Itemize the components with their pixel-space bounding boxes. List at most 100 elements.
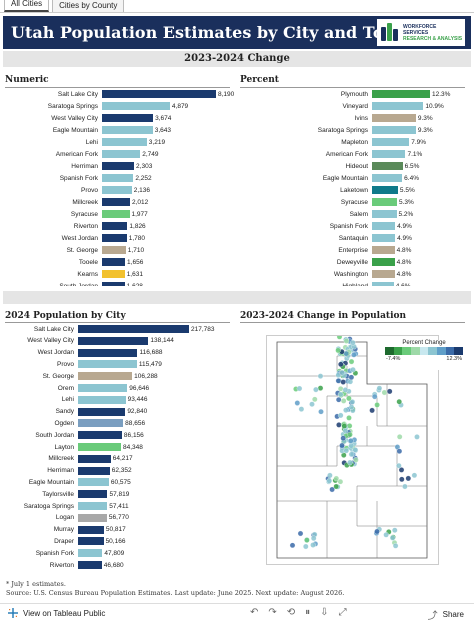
numeric-row[interactable]: Kearns 1,631 (0, 269, 143, 279)
percent-bar[interactable] (372, 102, 424, 110)
numeric-bar[interactable] (102, 258, 126, 266)
city-dot[interactable] (371, 393, 378, 400)
population-bar[interactable] (78, 372, 133, 381)
population-row[interactable]: Logan 56,770 (0, 513, 129, 523)
city-dot[interactable] (383, 532, 389, 538)
numeric-row[interactable]: Riverton 1,826 (0, 221, 146, 231)
population-row[interactable]: West Jordan 116,688 (0, 348, 162, 358)
percent-bar[interactable] (372, 162, 403, 170)
city-dot[interactable] (310, 542, 316, 548)
city-dot[interactable] (392, 543, 399, 549)
population-row[interactable]: Taylorsville 57,819 (0, 489, 129, 499)
numeric-row[interactable]: St. George 1,710 (0, 245, 144, 255)
revert-icon[interactable]: ⟲ (286, 607, 296, 618)
percent-row[interactable]: American Fork 7.1% (236, 149, 422, 159)
percent-row[interactable]: Highland 4.6% (236, 281, 411, 286)
population-bar[interactable] (78, 525, 104, 534)
city-dot[interactable] (374, 402, 380, 408)
percent-row[interactable]: Salem 5.2% (236, 209, 413, 219)
numeric-bar[interactable] (102, 174, 134, 182)
population-bar[interactable] (78, 407, 126, 416)
percent-bar[interactable] (372, 126, 416, 134)
percent-bar[interactable] (372, 222, 396, 230)
pause-icon[interactable]: ⏸ (305, 607, 311, 618)
population-row[interactable]: South Jordan 86,156 (0, 430, 144, 440)
population-row[interactable]: St. George 106,288 (0, 371, 158, 381)
population-bar[interactable] (78, 549, 103, 558)
city-dot[interactable] (411, 472, 418, 479)
city-dot[interactable] (396, 434, 403, 440)
city-dot[interactable] (313, 386, 319, 393)
population-bar[interactable] (78, 325, 189, 333)
city-dot[interactable] (376, 385, 383, 391)
city-dot[interactable] (343, 338, 350, 344)
percent-bar[interactable] (372, 174, 403, 182)
percent-row[interactable]: Enterprise 4.8% (236, 245, 411, 255)
city-dot[interactable] (352, 447, 359, 453)
population-row[interactable]: Murray 50,817 (0, 525, 126, 535)
city-dot[interactable] (318, 408, 324, 415)
city-dot[interactable] (335, 396, 342, 403)
city-dot[interactable] (396, 448, 403, 454)
numeric-row[interactable]: West Valley City 3,674 (0, 113, 171, 123)
percent-row[interactable]: Laketown 5.5% (236, 185, 415, 195)
population-row[interactable]: West Valley City 138,144 (0, 336, 174, 346)
percent-row[interactable]: Spanish Fork 4.9% (236, 221, 412, 231)
percent-row[interactable]: Deweyville 4.8% (236, 257, 411, 267)
city-dot[interactable] (342, 387, 349, 393)
population-bar[interactable] (78, 348, 138, 357)
numeric-bar[interactable] (102, 138, 147, 146)
numeric-row[interactable]: Tooele 1,656 (0, 257, 143, 267)
city-dot[interactable] (396, 398, 402, 405)
numeric-bar[interactable] (102, 234, 127, 242)
percent-row[interactable]: Washington 4.8% (236, 269, 411, 279)
city-dot[interactable] (304, 537, 310, 543)
population-bar[interactable] (78, 395, 126, 404)
percent-bar[interactable] (372, 234, 396, 242)
population-row[interactable]: Lehi 93,446 (0, 395, 148, 405)
numeric-bar[interactable] (102, 222, 128, 230)
city-dot[interactable] (369, 407, 375, 414)
numeric-row[interactable]: West Jordan 1,780 (0, 233, 145, 243)
city-dot[interactable] (398, 467, 405, 473)
population-row[interactable]: Eagle Mountain 60,575 (0, 477, 131, 487)
numeric-bar[interactable] (102, 162, 135, 170)
city-dot[interactable] (347, 431, 353, 438)
numeric-row[interactable]: American Fork 2,749 (0, 149, 159, 159)
city-dot[interactable] (335, 378, 342, 384)
population-bar[interactable] (78, 502, 108, 510)
city-dot[interactable] (343, 447, 350, 454)
population-bar[interactable] (78, 478, 109, 487)
city-dot[interactable] (396, 462, 402, 469)
population-row[interactable]: Layton 84,348 (0, 442, 143, 452)
city-dot[interactable] (335, 347, 341, 354)
population-row[interactable]: Saratoga Springs 57,411 (0, 501, 129, 511)
city-dot[interactable] (353, 457, 359, 463)
percent-bar[interactable] (372, 270, 395, 278)
population-bar[interactable] (78, 561, 102, 569)
numeric-bar[interactable] (102, 198, 130, 206)
numeric-bar[interactable] (102, 246, 126, 254)
utah-map[interactable] (266, 334, 439, 565)
percent-row[interactable]: Santaquin 4.9% (236, 233, 412, 243)
city-dot[interactable] (336, 422, 342, 428)
numeric-bar[interactable] (102, 126, 153, 134)
numeric-chart[interactable]: Salt Lake City 8,190 Saratoga Springs 4,879… (0, 88, 236, 286)
percent-row[interactable]: Eagle Mountain 6.4% (236, 173, 419, 183)
city-dot[interactable] (327, 472, 333, 479)
percent-row[interactable]: Ivins 9.3% (236, 113, 433, 123)
city-dot[interactable] (338, 361, 344, 368)
population-row[interactable]: Ogden 88,656 (0, 418, 145, 428)
city-dot[interactable] (337, 478, 344, 485)
city-dot[interactable] (348, 358, 355, 365)
population-bar[interactable] (78, 454, 111, 463)
city-dot[interactable] (336, 334, 343, 340)
population-row[interactable]: Orem 96,646 (0, 383, 149, 393)
city-dot[interactable] (317, 385, 324, 391)
percent-bar[interactable] (372, 282, 394, 286)
numeric-row[interactable]: Eagle Mountain 3,643 (0, 125, 171, 135)
city-dot[interactable] (289, 542, 296, 549)
percent-bar[interactable] (372, 198, 397, 206)
city-dot[interactable] (348, 374, 355, 381)
population-bar[interactable] (78, 336, 149, 345)
